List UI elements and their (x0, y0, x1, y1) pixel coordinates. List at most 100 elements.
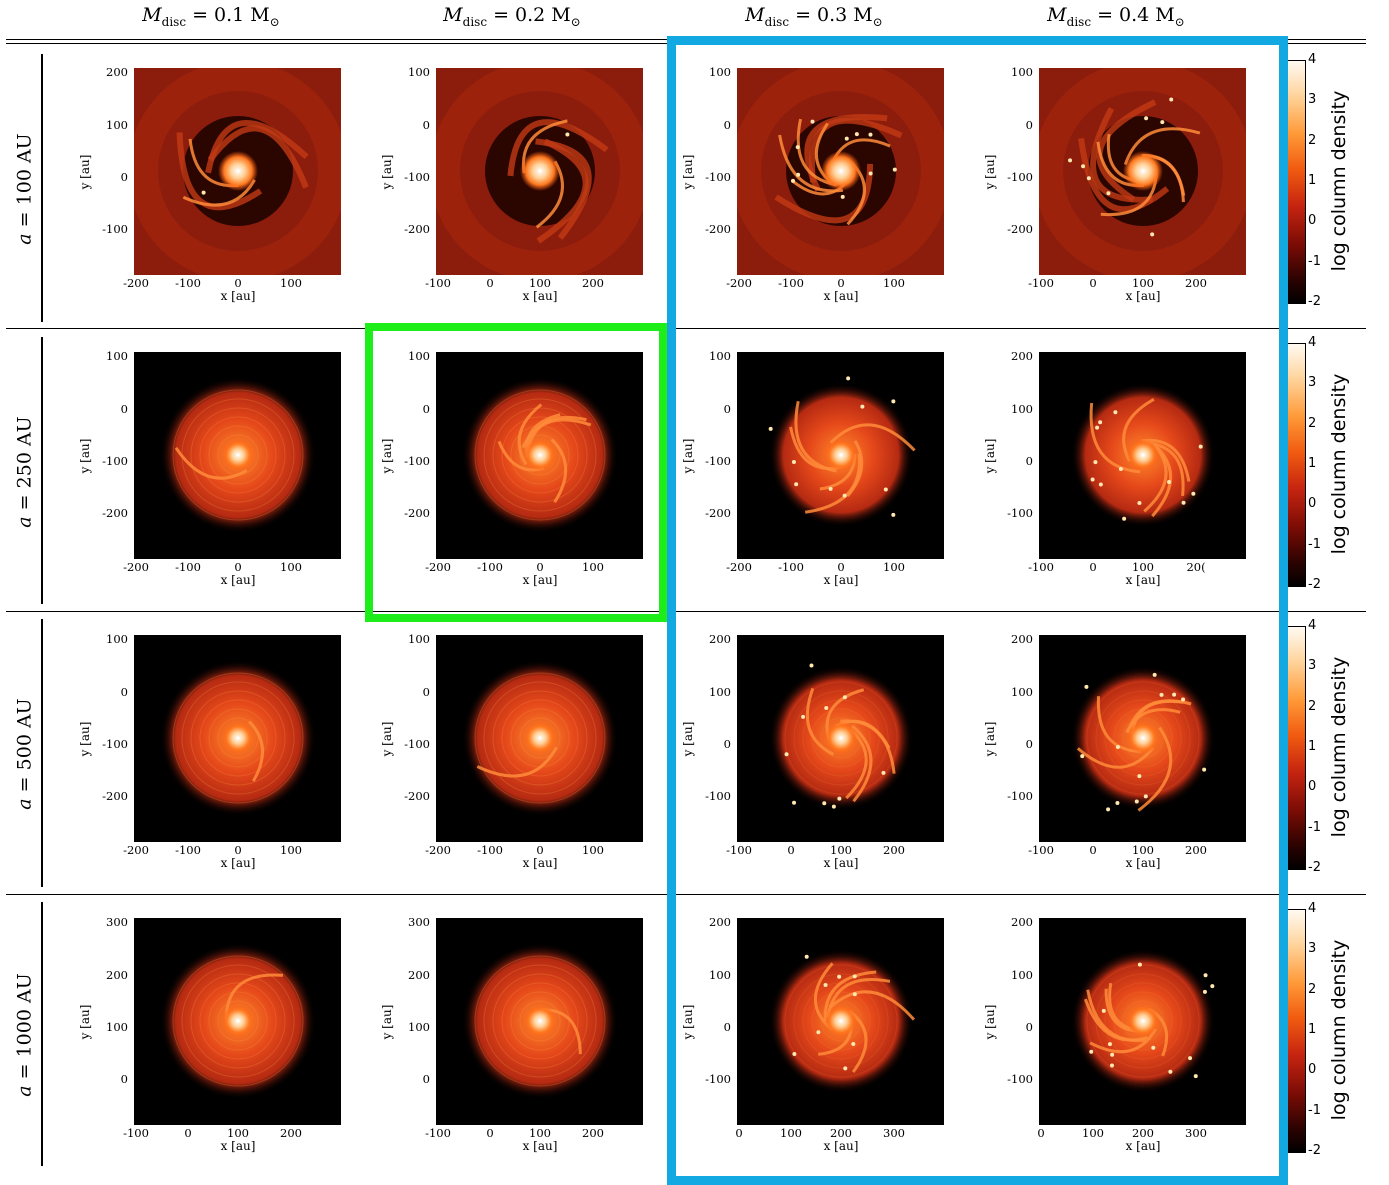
colorbar-label: log column density (1328, 373, 1350, 555)
row-label: a = 100 AU (0, 50, 50, 328)
x-tick-label: 100 (529, 276, 551, 290)
simulation-panel (134, 918, 341, 1125)
colorbar-label: log column density (1328, 656, 1350, 838)
x-tick-label: 0 (536, 843, 544, 857)
x-tick-label: 0 (837, 560, 845, 574)
column-header-value: = 0.4 M (1091, 4, 1175, 26)
simulation-panel (737, 68, 944, 275)
x-tick-label: 0 (234, 276, 242, 290)
simulation-panel (134, 352, 341, 559)
x-tick-label: -100 (1028, 843, 1054, 857)
colorbar-tick-label: 3 (1308, 941, 1317, 957)
y-axis-label: y [au] (380, 154, 394, 190)
x-tick-label: -100 (175, 843, 201, 857)
colorbar-tick-label: 3 (1308, 658, 1317, 674)
y-tick-label: -100 (705, 1072, 731, 1086)
x-tick-label: -100 (726, 843, 752, 857)
y-tick-label: 100 (1011, 968, 1033, 982)
row-label-value: = 1000 AU (14, 973, 36, 1086)
column-density-map (436, 352, 643, 559)
y-tick-label: -100 (705, 454, 731, 468)
y-tick-label: 200 (709, 915, 731, 929)
column-density-map (737, 918, 944, 1125)
x-axis-label: x [au] (220, 856, 256, 870)
y-tick-label: 0 (120, 1072, 128, 1086)
x-axis-label: x [au] (522, 289, 558, 303)
x-tick-label: 100 (529, 1126, 551, 1140)
colorbar-label: log column density (1328, 939, 1350, 1121)
x-tick-label: 0 (1037, 1126, 1045, 1140)
x-tick-label: -100 (425, 276, 451, 290)
y-tick-label: 100 (709, 349, 731, 363)
x-tick-label: -200 (425, 560, 451, 574)
x-tick-label: 100 (1132, 276, 1154, 290)
y-tick-label: 100 (408, 349, 430, 363)
column-density-map (436, 918, 643, 1125)
y-tick-label: 100 (408, 632, 430, 646)
y-tick-label: 100 (106, 349, 128, 363)
row-label-bar (41, 902, 43, 1166)
colorbar-tick-label: -1 (1308, 253, 1321, 269)
column-density-map (1039, 635, 1246, 842)
x-tick-label: 100 (280, 276, 302, 290)
column-density-map (737, 68, 944, 275)
x-axis-label: x [au] (1125, 573, 1161, 587)
x-tick-label: -100 (778, 276, 804, 290)
simulation-panel (1039, 918, 1246, 1125)
y-tick-label: 200 (1011, 349, 1033, 363)
x-tick-label: 100 (883, 276, 905, 290)
x-tick-label: -100 (425, 1126, 451, 1140)
x-axis-label: x [au] (522, 1139, 558, 1153)
x-tick-label: 200 (830, 1126, 852, 1140)
column-header-solar-symbol: ⊙ (872, 14, 883, 29)
y-tick-label: 0 (723, 118, 731, 132)
simulation-panel (134, 635, 341, 842)
column-header-solar-symbol: ⊙ (1174, 14, 1185, 29)
x-axis-label: x [au] (522, 573, 558, 587)
row-label-value: = 250 AU (14, 415, 36, 516)
column-header-symbol: M (1047, 4, 1067, 26)
y-tick-label: -100 (705, 170, 731, 184)
y-tick-label: 0 (1025, 737, 1033, 751)
y-tick-label: -200 (1007, 222, 1033, 236)
y-tick-label: -100 (1007, 506, 1033, 520)
row-label-bar (41, 619, 43, 887)
x-tick-label: -200 (123, 843, 149, 857)
x-axis-label: x [au] (1125, 289, 1161, 303)
column-header: Mdisc = 0.2 M⊙ (443, 4, 581, 29)
y-tick-label: 300 (408, 915, 430, 929)
row-label-bar (41, 54, 43, 322)
y-tick-label: 100 (408, 65, 430, 79)
x-tick-label: -200 (726, 276, 752, 290)
x-tick-label: 0 (486, 276, 494, 290)
y-tick-label: 200 (709, 632, 731, 646)
row-divider (6, 894, 1366, 895)
x-tick-label: 0 (1089, 560, 1097, 574)
simulation-panel (436, 68, 643, 275)
x-axis-label: x [au] (1125, 1139, 1161, 1153)
colorbar-tick-label: -2 (1308, 577, 1321, 592)
simulation-panel (436, 352, 643, 559)
column-header-symbol: M (745, 4, 765, 26)
row-label-value: = 100 AU (14, 133, 36, 234)
y-tick-label: -100 (404, 454, 430, 468)
column-density-map (436, 635, 643, 842)
x-tick-label: -100 (477, 843, 503, 857)
x-tick-label: 100 (582, 843, 604, 857)
colorbar-tick-label: -2 (1308, 294, 1321, 309)
column-density-map (1039, 918, 1246, 1125)
row-label-text: a = 100 AU (14, 133, 36, 244)
colorbar-tick-label: -1 (1308, 1102, 1321, 1118)
colorbar-tick-label: 2 (1308, 415, 1317, 431)
row-label-text: a = 1000 AU (14, 973, 36, 1096)
y-tick-label: 100 (408, 1020, 430, 1034)
colorbar-tick-label: -2 (1308, 860, 1321, 875)
y-tick-label: 0 (120, 402, 128, 416)
x-tick-label: 100 (582, 560, 604, 574)
column-header-solar-symbol: ⊙ (269, 14, 280, 29)
row-label-symbol: a (14, 798, 36, 810)
simulation-panel (737, 918, 944, 1125)
simulation-panel (1039, 68, 1246, 275)
y-tick-label: 0 (723, 737, 731, 751)
x-axis-label: x [au] (823, 1139, 859, 1153)
